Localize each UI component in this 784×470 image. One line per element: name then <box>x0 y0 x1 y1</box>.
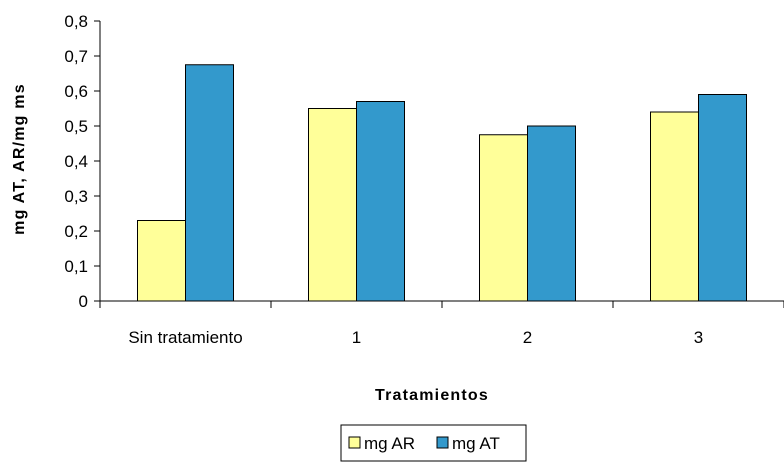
y-tick-label: 0,7 <box>64 47 88 66</box>
bar-mg-ar-1 <box>308 108 357 302</box>
bar-mg-at-0 <box>185 64 234 302</box>
x-tick-label: Sin tratamiento <box>128 328 242 347</box>
legend-box <box>340 424 527 462</box>
x-ticks-layer: Sin tratamiento 1 2 3 <box>99 301 784 347</box>
y-tick-label: 0 <box>79 292 88 311</box>
y-ticks-layer: 0 0,1 0,2 0,3 0,4 0,5 0,6 0,7 0,8 <box>64 12 100 311</box>
y-tick-label: 0,4 <box>64 152 88 171</box>
legend: mg AR mg AT <box>340 424 527 462</box>
y-axis-title: mg AT, AR/mg ms <box>11 83 28 235</box>
bars-layer <box>137 64 747 302</box>
x-axis-title: Tratamientos <box>375 387 489 404</box>
bar-mg-at-2 <box>527 125 576 302</box>
y-tick-label: 0,6 <box>64 82 88 101</box>
bar-mg-ar-0 <box>137 220 186 302</box>
bar-mg-at-3 <box>698 94 747 302</box>
legend-swatch-mg-ar <box>348 436 361 449</box>
bar-mg-at-1 <box>356 101 405 302</box>
x-tick-label: 2 <box>523 328 532 347</box>
y-tick-label: 0,8 <box>64 12 88 31</box>
y-tick-label: 0,1 <box>64 257 88 276</box>
bar-mg-ar-3 <box>650 111 699 302</box>
x-tick-label: 1 <box>352 328 361 347</box>
y-tick-label: 0,3 <box>64 187 88 206</box>
legend-swatch-mg-at <box>436 436 449 449</box>
x-tick-label: 3 <box>694 328 703 347</box>
legend-label-mg-ar: mg AR <box>364 434 415 453</box>
y-tick-label: 0,5 <box>64 117 88 136</box>
bar-mg-ar-2 <box>479 134 528 302</box>
legend-label-mg-at: mg AT <box>452 434 500 453</box>
y-tick-label: 0,2 <box>64 222 88 241</box>
